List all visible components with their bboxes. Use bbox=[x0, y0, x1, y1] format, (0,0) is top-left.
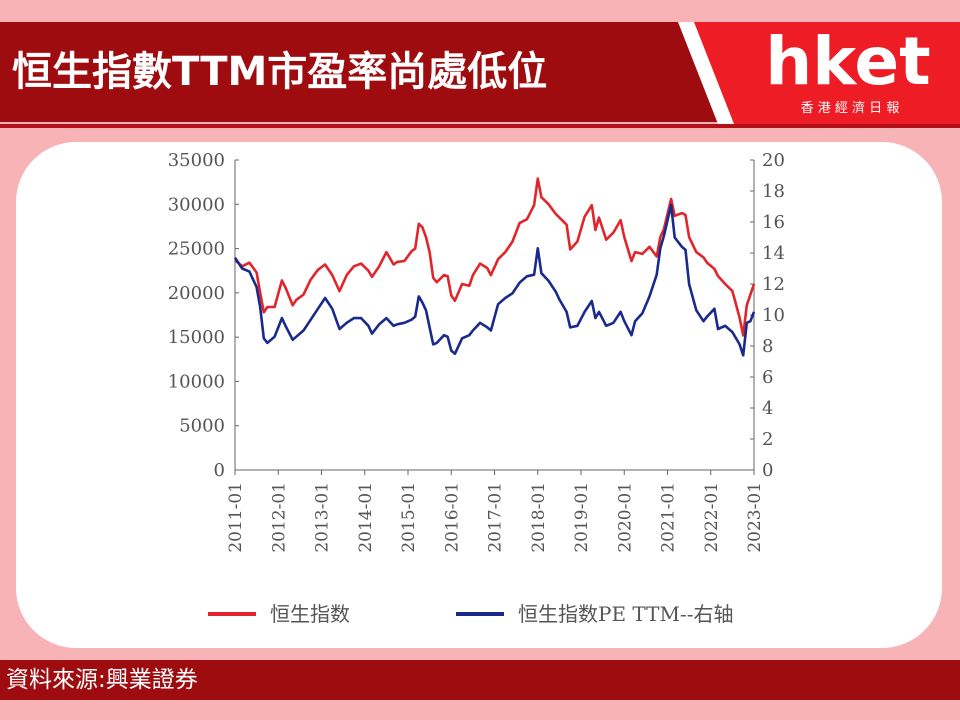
x-tick-label: 2019-01 bbox=[572, 482, 592, 553]
logo-subtitle: 香 港 經 濟 日 報 bbox=[801, 100, 900, 116]
right-tick-label: 20 bbox=[762, 150, 785, 171]
right-tick-label: 16 bbox=[762, 212, 785, 233]
x-tick-label: 2012-01 bbox=[269, 482, 289, 553]
x-tick-label: 2017-01 bbox=[486, 482, 506, 553]
left-tick-label: 20000 bbox=[168, 283, 225, 304]
x-tick-label: 2014-01 bbox=[356, 482, 376, 553]
left-tick-label: 30000 bbox=[168, 194, 225, 215]
x-tick-label: 2023-01 bbox=[745, 482, 765, 553]
title-divider bbox=[0, 124, 960, 128]
left-tick-label: 25000 bbox=[168, 239, 225, 260]
x-tick-label: 2015-01 bbox=[399, 482, 419, 553]
left-tick-label: 15000 bbox=[168, 327, 225, 348]
bottom-strip bbox=[0, 700, 960, 720]
right-axis-ticks: 0 2 4 6 8 10 12 14 16 18 20 bbox=[750, 150, 785, 481]
x-tick-label: 2016-01 bbox=[442, 482, 462, 553]
right-tick-label: 10 bbox=[762, 305, 785, 326]
right-tick-label: 4 bbox=[762, 398, 773, 419]
right-tick-label: 8 bbox=[762, 336, 773, 357]
page-title: 恒生指數TTM市盈率尚處低位 bbox=[12, 49, 548, 95]
source-note: 資料來源:興業證券 bbox=[6, 667, 198, 693]
x-tick-label: 2020-01 bbox=[615, 482, 635, 553]
left-axis-ticks: 0 5000 10000 15000 20000 25000 30000 35000 bbox=[168, 150, 239, 481]
series-line-pe-ttm bbox=[233, 203, 756, 357]
x-tick-label: 2013-01 bbox=[313, 482, 333, 553]
left-tick-label: 5000 bbox=[179, 416, 225, 437]
hket-logo: hket 香 港 經 濟 日 報 bbox=[678, 22, 960, 124]
x-axis-ticks: 2011-01 2012-01 2013-01 2014-01 2015-01 2016-… bbox=[226, 470, 765, 553]
right-tick-label: 0 bbox=[762, 460, 773, 481]
logo-brand: hket bbox=[765, 23, 930, 100]
right-tick-label: 12 bbox=[762, 274, 785, 295]
left-tick-label: 35000 bbox=[168, 150, 225, 171]
left-tick-label: 0 bbox=[214, 460, 225, 481]
right-tick-label: 6 bbox=[762, 367, 773, 388]
series-line-hsi bbox=[234, 177, 756, 337]
logo-background bbox=[694, 22, 960, 124]
x-tick-label: 2021-01 bbox=[659, 482, 679, 553]
right-tick-label: 2 bbox=[762, 429, 773, 450]
x-tick-label: 2022-01 bbox=[702, 482, 722, 553]
chart-legend: 恒生指数 恒生指数PE TTM--右轴 bbox=[208, 602, 733, 626]
legend-label: 恒生指数 bbox=[270, 602, 350, 626]
chart-card: 0 5000 10000 15000 20000 25000 30000 35000 0 2 4 6… bbox=[16, 142, 942, 648]
x-tick-label: 2011-01 bbox=[226, 482, 246, 553]
right-tick-label: 18 bbox=[762, 181, 785, 202]
left-tick-label: 10000 bbox=[168, 371, 225, 392]
x-tick-label: 2018-01 bbox=[529, 482, 549, 553]
series-lines bbox=[233, 177, 756, 357]
source-banner bbox=[0, 660, 960, 700]
legend-label: 恒生指数PE TTM--右轴 bbox=[518, 602, 733, 626]
right-tick-label: 14 bbox=[762, 243, 785, 264]
pe-chart: 0 5000 10000 15000 20000 25000 30000 35000 0 2 4 6… bbox=[168, 150, 785, 626]
